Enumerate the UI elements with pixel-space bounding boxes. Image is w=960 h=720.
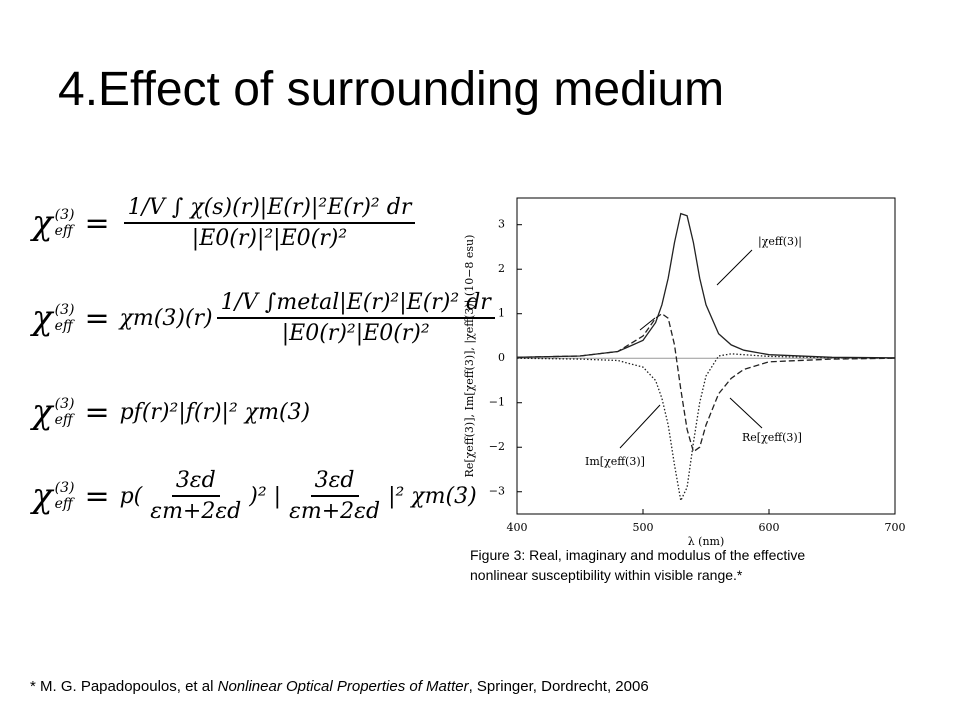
lhs-sup: (3) [54,302,75,318]
denominator: |E0(r)²|E0(r)² [281,321,430,346]
denominator: εm+2εd [150,499,242,524]
y-tick-label: 3 [498,218,505,231]
lhs-symbol: χ [32,298,53,338]
y-axis-label: Re[χeff(3)], Im[χeff(3)], |χeff(3)| (10−… [463,235,477,478]
equation: χ (3) eff = p(3εd εm+2εd)² | 3εd εm+2εd |² χm(3) [32,468,477,524]
y-tick-label: 1 [498,307,505,320]
equation-term: p( [119,483,143,509]
y-tick-label: −2 [489,440,505,453]
equation-term: pf(r)²|f(r)|² χm(3) [119,399,311,425]
leader [639,317,656,331]
numerator: 3εd [171,468,220,497]
equation-lhs: χ (3) eff [32,203,74,243]
fraction: 3εd εm+2εd [146,468,245,524]
equals-sign: = [84,300,110,336]
fraction: 1/V ∫ χ(s)(r)|E(r)|²E(r)² dr |E0(r)|²|E0(… [123,195,416,251]
footnote-text: * M. G. Papadopoulos, et al [30,678,218,695]
footnote-book: Nonlinear Optical Properties of Matter [217,678,469,695]
lhs-sup: (3) [54,207,75,223]
numerator: 1/V ∫ χ(s)(r)|E(r)|²E(r)² dr [123,195,416,224]
lhs-sub: eff [54,223,73,239]
lhs-sup: (3) [54,480,75,496]
equals-sign: = [84,205,110,241]
series-label: |χeff(3)| [758,235,802,249]
lhs-scripts: (3) eff [55,207,75,239]
lhs-symbol: χ [32,392,53,432]
y-tick-label: −3 [489,485,505,498]
y-tick-label: 2 [498,262,505,275]
leader [729,397,763,429]
denominator: |E0(r)|²|E0(r)² [191,226,348,251]
series-label: Im[χeff(3)] [585,455,645,468]
equation-lhs: χ (3) eff [32,392,74,432]
denominator: εm+2εd [289,499,381,524]
lhs-symbol: χ [32,203,53,243]
x-tick-label: 500 [633,521,654,534]
x-axis-label: λ (nm) [688,535,725,548]
lhs-symbol: χ [32,476,53,516]
equals-sign: = [84,394,110,430]
footnote-text: , Springer, Dordrecht, 2006 [468,678,649,695]
lhs-sup: (3) [54,396,75,412]
equation-term: χm(3)(r) [119,305,213,331]
series-line [516,312,896,453]
x-tick-label: 700 [885,521,906,534]
equation-lhs: χ (3) eff [32,298,74,338]
equation-term: |² χm(3) [388,483,477,509]
equals-sign: = [84,478,110,514]
numerator: 3εd [310,468,359,497]
caption: Figure 3: Real, imaginary and modulus of… [470,545,805,585]
series-line [516,212,896,359]
leader [716,249,753,286]
equation-lhs: χ (3) eff [32,476,74,516]
footnote: * M. G. Papadopoulos, et al Nonlinear Op… [30,678,649,695]
y-tick-label: 0 [498,351,505,364]
equation: χ (3) eff = pf(r)²|f(r)|² χm(3) [32,392,310,432]
lhs-scripts: (3) eff [55,480,75,512]
fraction: 3εd εm+2εd [285,468,384,524]
caption-line: Figure 3: Real, imaginary and modulus of… [470,547,806,563]
lhs-sub: eff [54,412,73,428]
equation: χ (3) eff = χm(3)(r) 1/V ∫metal|E(r)²|E(r)² d… [32,290,499,346]
fraction: 1/V ∫metal|E(r)²|E(r)² dr |E0(r)²|E0(r)² [216,290,495,346]
numerator: 1/V ∫metal|E(r)²|E(r)² dr [216,290,495,319]
lhs-scripts: (3) eff [55,396,75,428]
equation: χ (3) eff = 1/V ∫ χ(s)(r)|E(r)|²E(r)² dr |E0(… [32,195,419,251]
lhs-sub: eff [54,496,73,512]
series-label: Re[χeff(3)] [742,431,802,444]
slide-title: 4.Effect of surrounding medium [58,63,725,116]
equation-term: )² | [249,483,282,509]
y-tick-label: −1 [489,396,505,409]
x-tick-label: 600 [759,521,780,534]
series-line [516,353,896,503]
plot-frame [516,197,896,515]
lhs-scripts: (3) eff [55,302,75,334]
leader [619,404,661,449]
x-tick-label: 400 [507,521,528,534]
lhs-sub: eff [54,318,73,334]
caption-line: nonlinear susceptibility within visible … [470,567,743,583]
